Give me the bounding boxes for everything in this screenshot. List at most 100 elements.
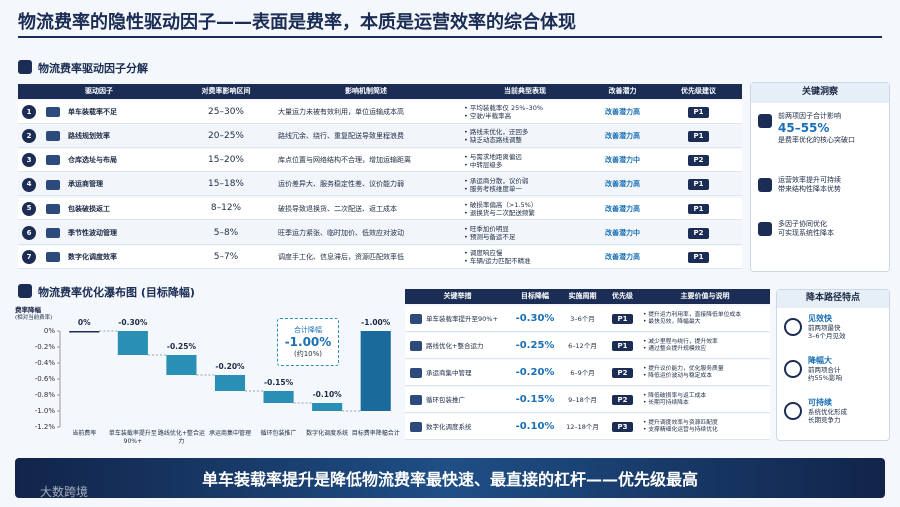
insight-panel xyxy=(750,82,890,272)
annotation: 合计降幅 -1.00% (约10%) xyxy=(277,318,339,366)
y-tick-label: -0.2% xyxy=(35,343,56,351)
status: • 旺季加价明显 • 预测与备运不足 xyxy=(464,222,590,245)
priority-cell: P1 xyxy=(655,101,742,124)
status-line: • 调度响应慢 xyxy=(464,249,503,258)
impact-range: 5–8% xyxy=(213,227,239,238)
path-item: 可持续 系统优化形成 长期竞争力 xyxy=(808,398,888,424)
row-icon xyxy=(46,155,60,166)
x-tick-label: 当前费率 xyxy=(72,430,97,437)
path-title: 见效快 xyxy=(808,314,832,323)
row-icon xyxy=(46,107,60,117)
notes: • 降低破损率与返工成本 • 长期可持续降本 xyxy=(643,387,770,413)
potential: 改善潜力中 xyxy=(605,228,640,237)
priority-cell: P2 xyxy=(605,387,640,413)
row-bg xyxy=(405,360,770,386)
target-drop: -0.30% xyxy=(515,312,555,324)
row-number: 6 xyxy=(22,226,36,240)
priority: P1 xyxy=(688,252,709,263)
measure-name: 单车装载率提升至90%+ xyxy=(426,314,498,323)
factor-name: 数字化调度效率 xyxy=(68,253,117,262)
row-bg xyxy=(18,149,742,172)
priority-cell: P2 xyxy=(655,222,742,245)
row-icon xyxy=(410,314,422,324)
row-number: 4 xyxy=(22,177,36,192)
path-heading: 降本路径特点 xyxy=(777,290,889,308)
priority: P2 xyxy=(612,394,633,406)
path-line: 前两项最快 xyxy=(808,324,841,332)
value-label: -0.20% xyxy=(215,362,245,371)
mechanism: 调度手工化、信息滞后，资源匹配效率低 xyxy=(278,253,404,262)
potential: 改善潜力高 xyxy=(605,204,640,213)
y-sublabel: (相对当前费率) xyxy=(15,315,53,321)
y-tick-label: -0.8% xyxy=(35,391,56,399)
factor-name: 单车装载率不足 xyxy=(68,107,117,116)
annotation-note: (约10%) xyxy=(293,349,323,358)
mechanism: 破损导致退换货、二次配送、返工成本 xyxy=(278,204,397,213)
row-icon xyxy=(46,203,60,214)
priority: P1 xyxy=(688,131,709,142)
bar xyxy=(214,375,246,391)
potential: 改善潜力高 xyxy=(605,107,640,116)
mechanism: 路线冗余、绕行、重复配送导致里程浪费 xyxy=(278,132,404,141)
period: 9–18个月 xyxy=(568,395,597,404)
status: • 平均装载率仅 25%–30% • 空驶/半载率高 xyxy=(464,101,590,124)
table-header: 当前典型表现 xyxy=(460,84,590,99)
priority: P3 xyxy=(612,421,633,433)
status-line: • 平均装载率仅 25%–30% xyxy=(464,104,544,113)
insight-icon xyxy=(758,178,772,192)
row-number: 5 xyxy=(22,201,36,216)
insight-line: 多因子协同优化 xyxy=(778,220,827,228)
x-tick-label: 目标费率降幅合计 xyxy=(351,430,400,437)
impact-range: 20–25% xyxy=(208,130,244,141)
insight: 多因子协同优化 可实现系统性降本 xyxy=(778,220,886,238)
note-line: • 降低运价波动与稳定成本 xyxy=(643,373,713,379)
row-bg xyxy=(18,222,742,245)
row-icon xyxy=(410,341,422,351)
period: 6–12个月 xyxy=(568,341,597,350)
annotation-value: -1.00% xyxy=(284,334,332,349)
priority: P1 xyxy=(612,340,633,352)
table-header: 改善潜力 xyxy=(590,84,655,99)
note-line: • 提升调度效率与资源匹配度 xyxy=(643,419,718,426)
factor-name: 承运商管理 xyxy=(68,180,103,189)
bar xyxy=(360,331,391,411)
status-line: • 退换货与二次配送频繁 xyxy=(464,209,535,218)
table-header: 目标降幅 xyxy=(510,289,560,304)
notes: • 减少里程与绕行，提升效率 • 通过整合提升规模效应 xyxy=(643,333,770,359)
status: • 承运商分散，议价弱 • 服务考核维度单一 xyxy=(464,174,590,197)
row-icon xyxy=(410,395,422,405)
row-bg xyxy=(18,197,742,221)
potential: 改善潜力高 xyxy=(605,253,640,262)
target-drop: -0.15% xyxy=(515,393,555,405)
section-icon xyxy=(18,284,32,298)
impact-range: 8–12% xyxy=(210,203,242,214)
y-tick-label: -0.6% xyxy=(35,375,56,383)
status: • 与需求地距离偏远 • 中转层级多 xyxy=(464,149,590,172)
chart-svg: 0% -0.2% -0.4% -0.6% -0.8% -1.0% -1.2% 0% -0.30%… xyxy=(35,318,391,431)
insight-icon xyxy=(758,114,772,128)
priority-cell: P2 xyxy=(655,149,742,172)
insight-line: 运营效率提升可持续 xyxy=(778,176,841,184)
insight-line: 可实现系统性降本 xyxy=(778,228,834,237)
path-line: 3–6个月见效 xyxy=(808,332,846,341)
table-header: 主要价值与说明 xyxy=(640,289,770,304)
notes: • 提升议价能力，优化服务质量 • 降低运价波动与稳定成本 xyxy=(643,360,770,386)
path-title: 降幅大 xyxy=(808,356,832,365)
row-number: 3 xyxy=(22,153,36,168)
path-line: 长期竞争力 xyxy=(808,416,841,425)
row-bg xyxy=(405,306,770,332)
insight-heading: 关键洞察 xyxy=(751,83,889,103)
potential: 改善潜力高 xyxy=(605,132,640,141)
note-line: • 减少里程与绕行，提升效率 xyxy=(643,338,718,345)
measure-name: 循环包装推广 xyxy=(426,395,465,404)
row-icon xyxy=(46,179,60,190)
note-line: • 支撑精细化运营与持续优化 xyxy=(643,427,718,433)
status-line: • 预测与备运不足 xyxy=(464,233,516,242)
notes: • 提升运力利用率，直接降低单位成本 • 最快见效，降幅最大 xyxy=(643,306,770,332)
insight-line: 是费率优化的核心突破口 xyxy=(778,135,855,144)
status-line: • 破损率偏高（>1.5%） xyxy=(464,200,538,209)
insight-line: 45–55% xyxy=(778,120,830,135)
mechanism: 库点位置与网络结构不合理，增加运输距离 xyxy=(278,156,411,165)
row-icon xyxy=(46,131,60,142)
priority-cell: P1 xyxy=(655,246,742,269)
